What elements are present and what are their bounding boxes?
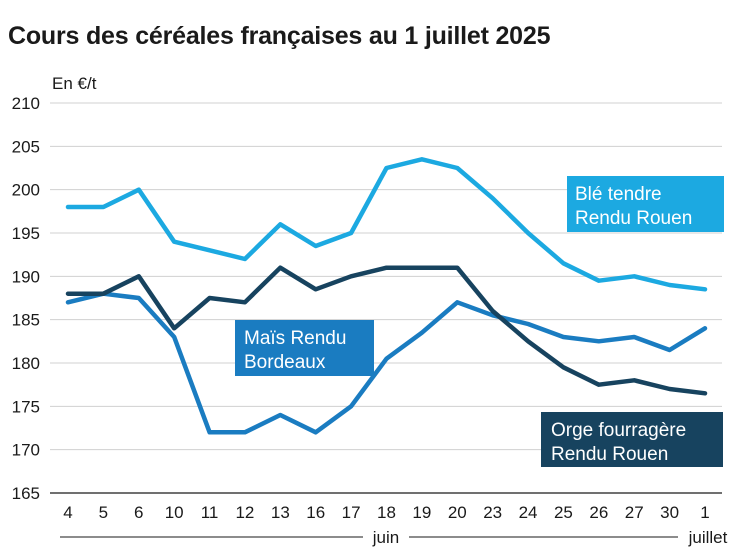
x-tick-label: 10: [165, 503, 184, 522]
label-ble: Blé tendre Rendu Rouen: [567, 176, 724, 232]
label-mais-line1: Maïs Rendu: [244, 328, 346, 349]
label-ble-line1: Blé tendre: [575, 184, 662, 205]
x-tick-label: 12: [235, 503, 254, 522]
y-tick-label: 180: [12, 354, 40, 373]
x-tick-label: 11: [201, 503, 219, 522]
x-axis: 4 5 6 10 11 12 13 16 17 18 19 20 23 24 25 26 27 30 1: [63, 503, 709, 522]
series-line-2: [65, 265, 708, 396]
label-mais-line2: Bordeaux: [244, 352, 326, 373]
y-axis-unit-label: En €/t: [52, 74, 97, 93]
x-tick-label: 18: [377, 503, 396, 522]
series-line-0: [65, 157, 708, 292]
x-tick-label: 27: [625, 503, 644, 522]
y-axis: 165 170 175 180 185 190 195 200 205 210: [12, 94, 40, 503]
x-tick-label: 20: [448, 503, 467, 522]
y-tick-label: 165: [12, 484, 40, 503]
month-label-july: juillet: [688, 528, 728, 547]
x-tick-label: 5: [99, 503, 108, 522]
label-orge-line1: Orge fourragère: [551, 420, 686, 441]
gridlines: [50, 102, 722, 494]
y-tick-label: 175: [12, 397, 40, 416]
x-tick-label: 4: [63, 503, 72, 522]
y-tick-label: 210: [12, 94, 40, 113]
y-tick-label: 200: [12, 181, 40, 200]
chart-title: Cours des céréales françaises au 1 juill…: [8, 22, 551, 50]
x-tick-label: 26: [589, 503, 608, 522]
x-tick-label: 30: [660, 503, 679, 522]
x-tick-label: 24: [519, 503, 538, 522]
x-tick-label: 19: [412, 503, 431, 522]
x-tick-label: 17: [342, 503, 361, 522]
y-tick-label: 170: [12, 441, 40, 460]
series-line-1: [65, 291, 708, 435]
y-tick-label: 195: [12, 224, 40, 243]
x-tick-label: 1: [700, 503, 709, 522]
x-tick-label: 13: [271, 503, 290, 522]
label-ble-line2: Rendu Rouen: [575, 208, 692, 229]
series-lines: [65, 157, 708, 435]
month-label-june: juin: [372, 528, 399, 547]
x-tick-label: 25: [554, 503, 573, 522]
label-orge: Orge fourragère Rendu Rouen: [541, 412, 723, 467]
x-tick-label: 16: [306, 503, 325, 522]
y-tick-label: 205: [12, 137, 40, 156]
x-tick-label: 6: [134, 503, 143, 522]
label-mais: Maïs Rendu Bordeaux: [235, 320, 374, 376]
y-tick-label: 185: [12, 311, 40, 330]
x-tick-label: 23: [483, 503, 502, 522]
y-tick-label: 190: [12, 267, 40, 286]
label-orge-line2: Rendu Rouen: [551, 444, 668, 465]
